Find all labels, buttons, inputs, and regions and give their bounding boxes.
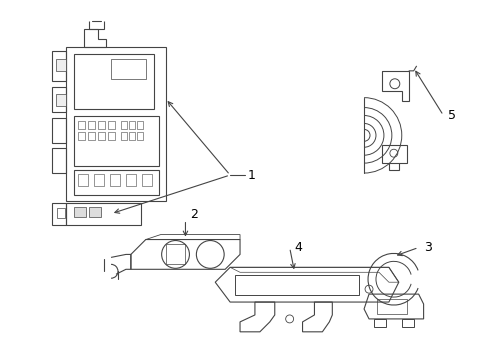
Bar xyxy=(137,121,142,129)
Bar xyxy=(51,118,66,143)
Bar xyxy=(51,51,66,81)
Bar xyxy=(129,121,135,129)
Bar xyxy=(78,121,85,129)
Bar xyxy=(108,121,115,129)
Text: 3: 3 xyxy=(423,241,430,254)
Bar xyxy=(121,132,127,140)
Bar xyxy=(74,54,153,109)
Bar xyxy=(373,319,385,327)
Bar xyxy=(98,121,105,129)
Bar xyxy=(165,244,185,264)
Bar xyxy=(129,132,135,140)
Bar xyxy=(110,174,120,186)
Bar xyxy=(56,94,66,105)
Bar xyxy=(137,132,142,140)
Bar xyxy=(51,148,66,173)
Bar xyxy=(142,174,151,186)
Bar xyxy=(108,132,115,140)
Bar xyxy=(235,275,358,295)
Bar xyxy=(88,132,95,140)
Bar xyxy=(376,299,406,314)
Bar xyxy=(121,121,127,129)
Bar xyxy=(381,145,406,163)
Bar xyxy=(74,207,86,217)
Text: 4: 4 xyxy=(294,241,302,254)
Bar xyxy=(401,319,413,327)
Bar xyxy=(66,47,165,201)
Bar xyxy=(89,207,101,217)
Bar xyxy=(74,117,158,166)
Bar xyxy=(98,132,105,140)
Bar xyxy=(51,203,66,225)
Bar xyxy=(66,203,141,225)
Bar xyxy=(94,174,104,186)
Text: 1: 1 xyxy=(247,168,255,181)
Bar xyxy=(74,170,158,195)
Text: 5: 5 xyxy=(447,109,455,122)
Bar xyxy=(78,174,88,186)
Bar xyxy=(51,87,66,112)
Bar xyxy=(56,59,66,71)
Text: 2: 2 xyxy=(190,208,198,221)
Bar xyxy=(78,132,85,140)
Bar xyxy=(88,121,95,129)
Bar xyxy=(57,208,65,218)
Bar xyxy=(111,59,145,79)
Bar xyxy=(126,174,136,186)
